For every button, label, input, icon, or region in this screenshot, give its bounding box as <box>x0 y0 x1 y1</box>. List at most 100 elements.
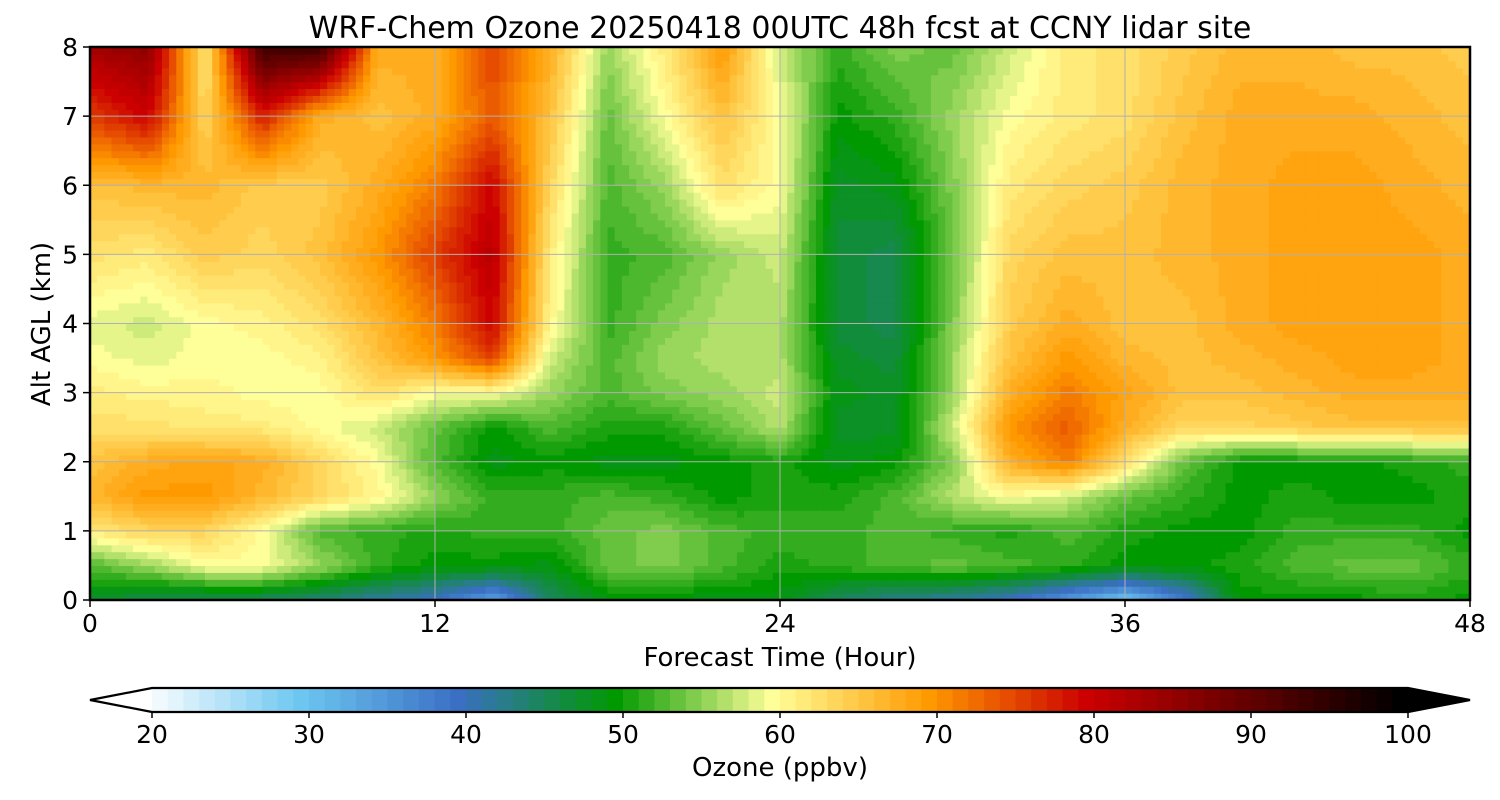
heatmap-cell <box>255 537 264 546</box>
heatmap-cell <box>1182 496 1191 504</box>
heatmap-cell <box>1390 447 1399 456</box>
heatmap-cell <box>722 441 731 449</box>
heatmap-cell <box>1240 517 1248 525</box>
heatmap-cell <box>765 496 774 504</box>
heatmap-cell <box>629 468 637 477</box>
heatmap-cell <box>492 503 501 511</box>
heatmap-cell <box>1390 510 1399 518</box>
heatmap-cell <box>1376 468 1385 477</box>
heatmap-cell <box>578 544 587 553</box>
heatmap-cell <box>140 572 149 580</box>
heatmap-cell <box>298 496 307 504</box>
heatmap-cell <box>1326 572 1335 580</box>
heatmap-cell <box>1362 441 1370 449</box>
heatmap-cell <box>413 579 422 587</box>
heatmap-cell <box>744 517 752 525</box>
heatmap-cell <box>1347 544 1356 553</box>
heatmap-cell <box>1045 475 1054 484</box>
heatmap-cell <box>1240 496 1248 504</box>
heatmap-cell <box>492 447 501 456</box>
heatmap-cell <box>866 544 875 553</box>
heatmap-cell <box>1089 454 1097 463</box>
heatmap-cell <box>787 510 795 518</box>
heatmap-cell <box>1455 544 1464 553</box>
heatmap-cell <box>823 572 831 580</box>
heatmap-cell <box>823 551 831 560</box>
heatmap-cell <box>629 420 637 428</box>
heatmap-cell <box>715 593 724 600</box>
heatmap-cell <box>744 530 752 539</box>
heatmap-cell <box>866 510 875 518</box>
heatmap-cell <box>1160 565 1169 573</box>
heatmap-cell <box>262 489 271 497</box>
heatmap-cell <box>1405 530 1414 539</box>
heatmap-cell <box>212 537 220 546</box>
heatmap-cell <box>1010 537 1018 546</box>
heatmap-cell <box>600 551 609 560</box>
heatmap-cell <box>851 454 860 463</box>
heatmap-cell <box>1455 454 1464 463</box>
heatmap-cell <box>736 447 745 456</box>
heatmap-cell <box>1319 517 1327 525</box>
heatmap-cell <box>320 475 328 484</box>
heatmap-cell <box>657 551 666 560</box>
heatmap-cell <box>327 447 335 456</box>
heatmap-cell <box>377 454 386 463</box>
heatmap-cell <box>1060 427 1069 435</box>
heatmap-cell <box>902 489 910 497</box>
heatmap-cell <box>629 537 637 546</box>
heatmap-cell <box>334 530 343 539</box>
heatmap-cell <box>708 427 716 435</box>
heatmap-cell <box>787 530 795 539</box>
heatmap-cell <box>895 482 903 490</box>
heatmap-cell <box>140 447 149 456</box>
heatmap-cell <box>708 572 716 580</box>
heatmap-cell <box>1319 496 1327 504</box>
heatmap-cell <box>981 461 990 470</box>
heatmap-cell <box>866 482 875 490</box>
heatmap-cell <box>1376 441 1385 449</box>
heatmap-cell <box>1060 579 1069 587</box>
heatmap-cell <box>1383 579 1392 587</box>
heatmap-cell <box>190 510 199 518</box>
heatmap-cell <box>111 565 120 573</box>
heatmap-cell <box>995 503 1004 511</box>
heatmap-cell <box>1074 579 1083 587</box>
heatmap-cell <box>391 523 400 532</box>
heatmap-cell <box>1297 586 1306 594</box>
heatmap-cell <box>736 468 745 477</box>
heatmap-cell <box>140 565 149 573</box>
heatmap-cell <box>449 427 458 435</box>
heatmap-cell <box>161 427 170 435</box>
heatmap-cell <box>1160 427 1169 435</box>
heatmap-cell <box>1340 482 1349 490</box>
heatmap-cell <box>219 420 228 428</box>
heatmap-cell <box>571 565 580 573</box>
heatmap-cell <box>1196 558 1205 567</box>
heatmap-cell <box>564 558 573 567</box>
heatmap-cell <box>693 434 702 442</box>
heatmap-cell <box>571 434 580 442</box>
heatmap-cell <box>923 489 932 497</box>
heatmap-cell <box>1319 579 1327 587</box>
heatmap-cell <box>169 503 177 511</box>
heatmap-cell <box>521 496 530 504</box>
heatmap-cell <box>859 441 867 449</box>
heatmap-cell <box>1196 523 1205 532</box>
heatmap-cell <box>320 537 328 546</box>
heatmap-cell <box>1441 427 1450 435</box>
heatmap-cell <box>923 461 932 470</box>
heatmap-cell <box>1017 503 1025 511</box>
heatmap-cell <box>1240 447 1248 456</box>
heatmap-cell <box>607 565 616 573</box>
heatmap-cell <box>355 565 364 573</box>
heatmap-cell <box>1333 586 1342 594</box>
heatmap-cell <box>1096 530 1105 539</box>
heatmap-cell <box>744 544 752 553</box>
heatmap-cell <box>1125 579 1133 587</box>
heatmap-cell <box>643 530 652 539</box>
heatmap-cell <box>693 530 702 539</box>
heatmap-cell <box>880 434 889 442</box>
heatmap-cell <box>744 447 752 456</box>
heatmap-cell <box>205 489 213 497</box>
